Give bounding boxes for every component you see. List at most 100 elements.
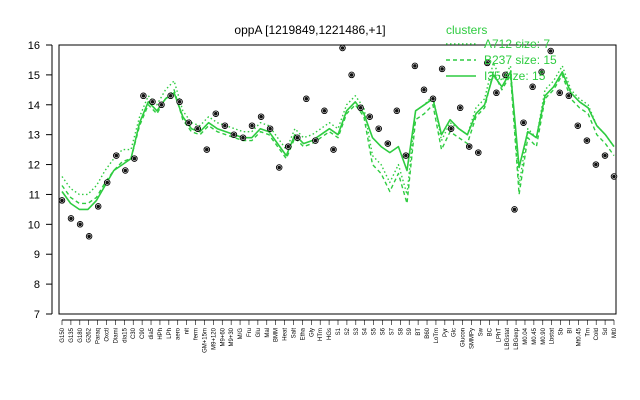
data-point-13 [177,100,182,104]
data-point-51 [521,120,526,125]
x-tick-label-19: M9+30 [229,327,235,346]
data-point-14 [186,120,191,125]
x-tick-label-59: Tm [585,328,591,337]
data-point-36 [386,141,390,146]
x-tick-label-34: S4 [363,327,369,335]
legend-label-2: I35 size: 15 [484,69,546,83]
data-point-49 [503,73,508,77]
x-tick-label-1: G135 [69,327,75,342]
x-tick-label-17: M9+120 [211,327,217,350]
legend-label-1: B237 size: 15 [484,53,557,67]
data-point-20 [241,135,245,140]
x-tick-label-38: S8 [398,327,404,335]
x-tick-label-50: LBGstat [505,328,511,350]
y-tick-label-4: 11 [29,189,40,201]
data-point-38 [404,153,408,158]
data-point-60 [603,153,607,158]
data-point-52 [530,85,535,89]
data-point-10 [150,100,155,104]
x-tick-label-39: S9 [407,327,413,335]
data-point-11 [159,103,164,107]
data-point-33 [358,106,363,110]
x-axis: G150 G135 G180 G262 Paraq Oxctl Diami dia15 C30 C… [60,319,618,353]
x-tick-label-8: C30 [131,327,137,339]
x-tick-label-46: SMMPy [470,328,476,349]
data-point-46 [476,150,481,155]
x-tick-label-52: M0.04 [523,327,529,344]
y-tick-label-6: 13 [28,130,40,142]
x-tick-label-13: aero [176,327,182,340]
data-point-6 [114,153,119,158]
data-point-58 [585,138,589,143]
data-point-29 [322,109,327,113]
data-point-34 [367,114,372,119]
points-layer [58,44,618,240]
data-point-3 [87,234,91,239]
data-point-44 [458,106,463,110]
x-tick-label-41: B60 [425,327,431,338]
data-point-17 [214,111,218,116]
x-tick-label-54: M0.90 [541,327,547,344]
x-tick-label-36: S6 [381,327,387,335]
data-point-25 [286,144,291,149]
y-tick-label-0: 7 [34,309,40,321]
data-point-24 [277,165,282,170]
data-point-45 [467,144,472,149]
y-tick-label-1: 8 [34,279,40,291]
x-tick-label-2: G180 [78,327,84,342]
chart-title: oppA [1219849,1221486,+1] [234,23,385,37]
data-point-28 [313,138,318,143]
y-axis: 7 8 9 10 11 12 13 14 15 16 [28,40,53,321]
x-tick-label-33: S3 [354,327,360,335]
series-line-1 [61,71,615,205]
y-tick-label-5: 12 [28,160,40,172]
legend: clusters A712 size: 7 B237 size: 15 I35 si… [446,23,557,83]
data-point-37 [395,109,399,113]
x-tick-label-47: Sw [478,327,484,336]
x-tick-label-35: S5 [372,327,378,335]
data-point-61 [612,174,616,179]
x-tick-label-6: Diami [113,328,119,343]
y-tick-label-8: 15 [28,70,40,82]
x-tick-label-14: nit [185,328,191,335]
x-tick-label-3: G262 [87,327,93,342]
x-tick-label-29: HTm [318,328,324,341]
data-point-50 [512,207,517,212]
data-point-15 [195,126,200,131]
series-line-2 [61,71,615,211]
legend-title: clusters [446,23,487,37]
x-tick-label-58: Mt0.45 [576,327,582,346]
data-point-56 [567,94,571,98]
x-tick-label-26: Salt [291,328,297,339]
x-tick-label-7: dia15 [122,327,128,342]
x-tick-label-62: Mt0 [612,327,618,338]
y-tick-label-3: 10 [28,219,40,231]
y-tick-label-9: 16 [28,40,40,52]
x-tick-label-11: HPh [158,328,164,340]
data-point-8 [132,156,137,161]
x-tick-label-45: Glucon [461,328,467,347]
x-tick-label-9: C90 [140,327,146,339]
x-tick-label-53: M0.45 [532,327,538,344]
data-point-55 [557,91,562,95]
data-point-22 [259,114,263,119]
data-point-35 [376,126,381,131]
x-tick-label-28: Gly [309,328,315,337]
x-tick-label-40: BT [416,328,422,336]
x-tick-label-24: BMM [274,328,280,342]
x-tick-label-22: Glu [256,328,262,337]
x-tick-label-21: Fru [247,328,253,337]
data-point-4 [96,204,100,209]
x-tick-label-31: S1 [336,327,342,335]
data-point-27 [304,97,309,101]
data-point-19 [232,132,236,137]
data-point-42 [440,67,444,71]
data-point-47 [485,61,490,65]
data-point-16 [205,147,209,152]
x-tick-label-4: Paraq [96,328,102,344]
x-tick-label-23: Mal [265,328,271,338]
data-point-1 [69,216,73,221]
plot-frame [58,44,617,315]
x-tick-label-30: HGs [327,328,333,340]
x-tick-label-51: LBGexp [514,327,520,349]
